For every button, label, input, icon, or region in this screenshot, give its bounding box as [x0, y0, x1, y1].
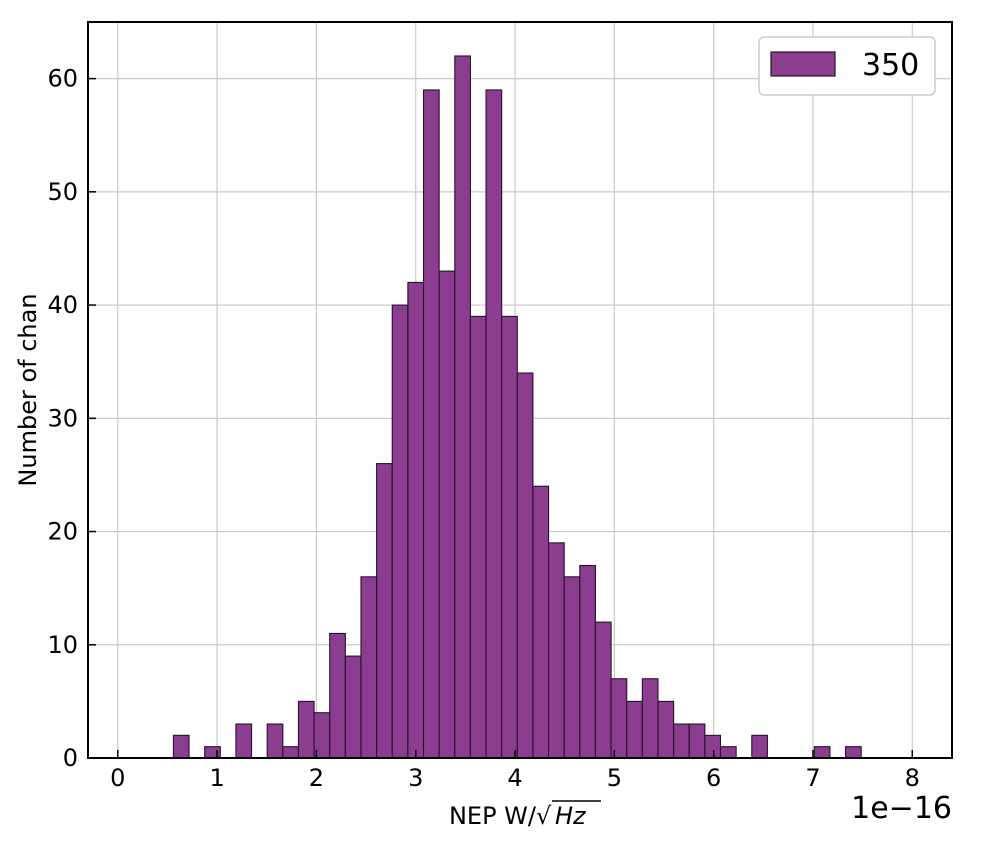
histogram-bar: [548, 542, 565, 759]
histogram-bar: [297, 700, 315, 759]
histogram-bar: [360, 576, 378, 759]
y-tick-label: 0: [63, 744, 78, 772]
histogram-bar: [813, 746, 831, 759]
histogram-bar: [579, 564, 597, 759]
histogram-bar: [516, 372, 534, 759]
histogram-bar: [454, 55, 471, 759]
histogram-bar: [376, 463, 393, 759]
x-tick-label: 8: [905, 764, 920, 792]
x-tick-label: 3: [408, 764, 423, 792]
y-tick-label: 10: [47, 631, 78, 659]
axis-ticks: 0 1 2 3 4 5 6 7 8 0 10 20 30 40 50 60: [47, 65, 919, 792]
x-tick-label: 6: [706, 764, 721, 792]
histogram-bar: [235, 723, 253, 759]
sqrt-symbol: √: [536, 802, 552, 830]
y-tick-label: 50: [47, 178, 78, 206]
histogram-bar: [563, 576, 581, 759]
histogram-bar: [532, 485, 550, 759]
histogram-bar: [626, 700, 643, 759]
histogram-bar: [422, 89, 440, 759]
histogram-bar: [204, 746, 221, 759]
y-tick-label: 30: [47, 404, 78, 432]
x-axis-label: NEP W/ √ Hz: [449, 800, 601, 830]
legend: 350: [758, 36, 936, 96]
histogram-bar: [329, 632, 346, 759]
y-tick-label: 60: [47, 65, 78, 93]
x-tick-label: 0: [110, 764, 125, 792]
plot-frame: [87, 21, 953, 759]
histogram-bar: [407, 281, 425, 759]
x-tick-label: 5: [607, 764, 622, 792]
histogram-bar: [688, 723, 706, 759]
y-tick-label: 40: [47, 291, 78, 319]
y-axis-label: Number of chan: [14, 293, 42, 486]
y-tick-label: 20: [47, 518, 78, 546]
histogram-bar: [469, 315, 487, 759]
histogram-bar: [704, 734, 722, 759]
histogram-bar: [172, 734, 190, 759]
x-axis-label-unit: Hz: [555, 802, 587, 830]
histogram-bar: [282, 746, 300, 759]
legend-label-350: 350: [862, 48, 919, 83]
legend-swatch: [770, 51, 836, 77]
histogram-bar: [719, 746, 737, 759]
histogram-bar: [657, 700, 675, 759]
histogram-bar: [485, 89, 503, 759]
histogram-bar: [438, 270, 456, 759]
histogram-bar: [673, 723, 690, 759]
x-tick-label: 1: [209, 764, 224, 792]
histogram-bar: [391, 304, 409, 759]
histogram-bar: [641, 678, 659, 759]
histogram-bar: [610, 678, 628, 759]
x-tick-label: 4: [507, 764, 522, 792]
histogram-bar: [845, 746, 862, 759]
histogram-bars: [172, 55, 862, 759]
histogram-bar: [751, 734, 768, 759]
x-tick-label: 7: [805, 764, 820, 792]
histogram-bar: [501, 315, 518, 759]
histogram-bar: [344, 655, 362, 759]
x-axis-offset-label: 1e−16: [851, 791, 952, 826]
histogram-bar: [594, 621, 612, 759]
x-axis-label-text: NEP W/: [449, 802, 537, 830]
histogram-bar: [266, 723, 284, 759]
x-tick-label: 2: [309, 764, 324, 792]
